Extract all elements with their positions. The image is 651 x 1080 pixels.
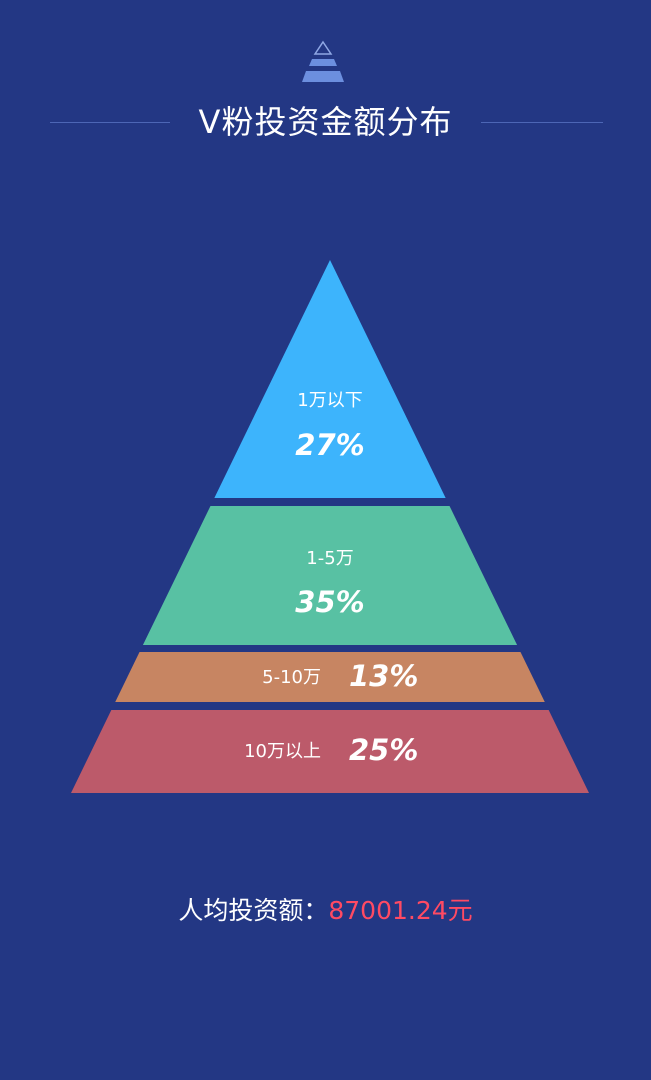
tier-value: 35% [295, 585, 364, 619]
title-divider-right [481, 122, 603, 123]
tier-label: 1万以下 [297, 390, 362, 411]
pyramid-tier-4 [71, 710, 589, 793]
page-title: V粉投资金额分布 [198, 103, 453, 141]
tier-label: 1-5万 [306, 548, 353, 569]
average-investment-value: 87001.24元 [328, 896, 473, 925]
pyramid-icon [302, 40, 344, 82]
pyramid-tier-3 [115, 652, 545, 702]
tier-value: 13% [349, 659, 418, 693]
average-investment: 人均投资额：87001.24元 [0, 893, 651, 929]
tier-value: 27% [295, 428, 364, 462]
tier-label: 5-10万 [262, 667, 321, 688]
tier-label: 10万以上 [244, 741, 321, 762]
tier-value: 25% [349, 733, 418, 767]
pyramid-tier-2 [142, 506, 518, 645]
title-divider-left [50, 122, 170, 123]
pyramid-tier-1 [214, 260, 446, 498]
average-investment-label: 人均投资额： [178, 896, 329, 925]
